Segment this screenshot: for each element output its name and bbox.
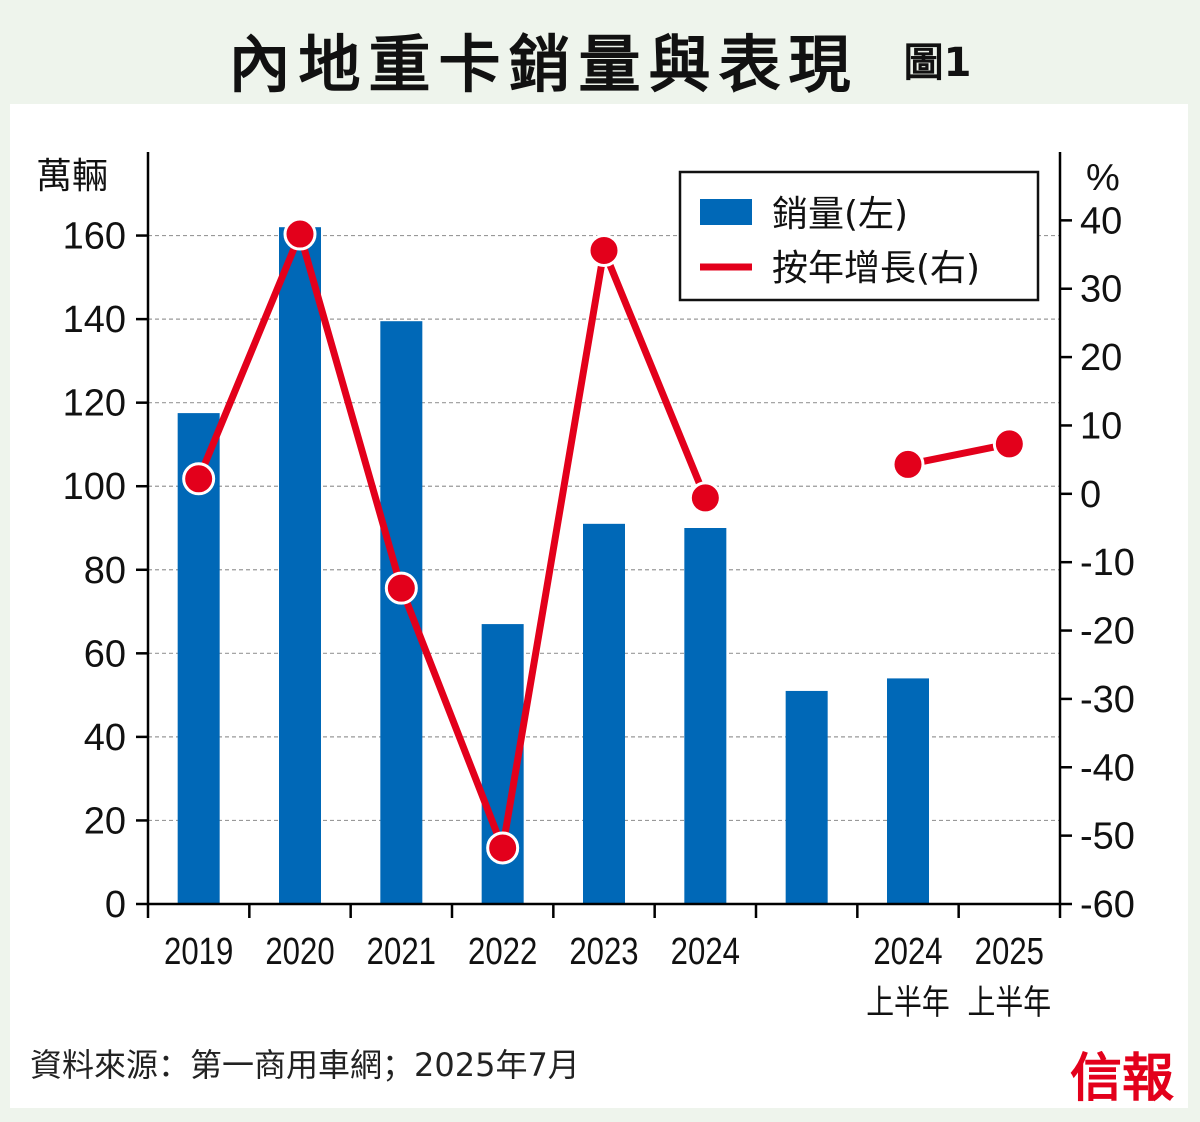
right-tick-label: -20 [1080,611,1135,653]
bar-5 [684,528,727,904]
growth-point [891,447,925,481]
left-tick-label: 120 [63,383,126,425]
x-category-label: 2023 [569,931,638,973]
right-tick-label: 20 [1080,337,1122,379]
right-tick-label: 40 [1080,200,1122,242]
left-axis-unit: 萬輛 [36,156,108,197]
x-category-sublabel: 上半年 [866,983,950,1022]
right-tick-label: 0 [1080,474,1101,516]
growth-point [486,831,520,865]
growth-point [182,462,216,496]
chart-title-bar: 內地重卡銷量與表現 圖1 [0,14,1200,104]
left-tick-label: 0 [105,884,126,926]
x-category-label: 2021 [367,931,436,973]
left-tick-label: 80 [84,550,126,592]
x-category-label: 2025 [975,931,1044,973]
left-tick-label: 140 [63,299,126,341]
right-tick-label: -30 [1080,679,1135,721]
growth-point [283,217,317,251]
bar-1 [279,227,321,904]
growth-point [992,427,1026,461]
legend-box [678,170,1040,302]
left-tick-label: 20 [84,800,126,842]
growth-line-segment [195,230,709,852]
brand-logo: 信報 [1069,1048,1174,1109]
bar-2 [380,321,423,904]
right-tick-label: 30 [1080,269,1122,311]
source-note: 資料來源：第一商用車網；2025年7月 [30,1046,580,1084]
left-tick-label: 40 [84,717,126,759]
bar-4 [583,523,625,904]
bar-6 [785,690,828,904]
right-tick-label: -50 [1080,816,1135,858]
right-tick-label: -40 [1080,747,1135,789]
bar-7 [887,678,929,904]
legend-bar-swatch [700,199,752,225]
x-category-label: 2024 [873,931,942,973]
x-category-label: 2019 [164,931,233,973]
growth-point [587,233,621,267]
legend-bar-label: 銷量(左) [772,194,908,235]
chart-title: 內地重卡銷量與表現 [228,28,859,101]
x-category-label: 2020 [265,931,334,973]
right-tick-label: -10 [1080,542,1135,584]
x-category-label: 2024 [671,931,740,973]
right-tick-label: 10 [1080,405,1122,447]
left-tick-label: 160 [63,216,126,258]
left-tick-label: 100 [63,466,126,508]
figure-label: 圖1 [903,40,972,86]
growth-line-segment [907,440,1011,468]
legend-line-label: 按年增長(右) [772,248,980,289]
x-category-label: 2022 [468,931,537,973]
growth-point [688,481,722,515]
x-category-sublabel: 上半年 [968,983,1052,1022]
left-tick-label: 60 [84,633,126,675]
growth-point [384,571,418,605]
right-axis-unit: % [1086,157,1120,199]
right-tick-label: -60 [1080,884,1135,926]
